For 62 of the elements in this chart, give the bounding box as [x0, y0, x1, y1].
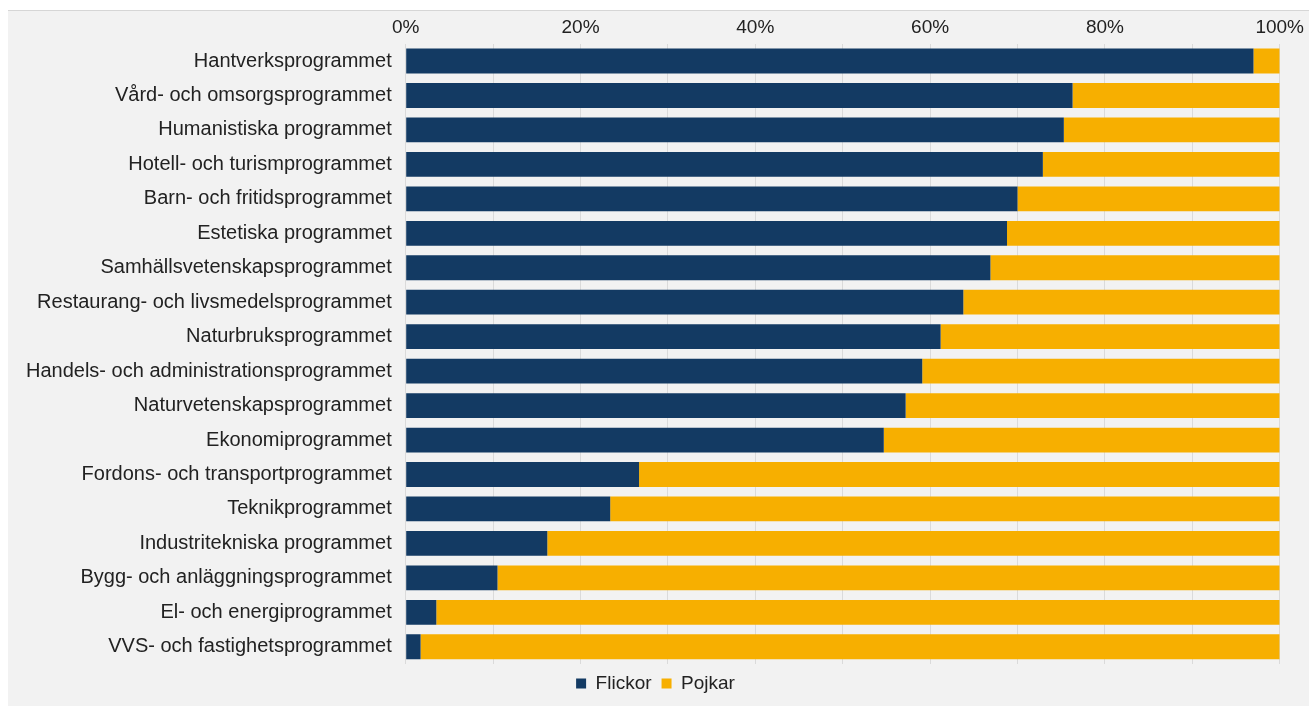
bar: [406, 186, 1018, 212]
legend-label: Flickor: [595, 671, 653, 693]
y-tick-label: Naturbruksprogrammet: [186, 324, 393, 347]
bar: [406, 496, 611, 522]
y-tick-label: Fordons- och transportprogrammet: [81, 462, 393, 485]
bar: [922, 358, 1280, 384]
bar: [406, 565, 498, 591]
bar: [1017, 186, 1280, 212]
bar: [1042, 151, 1280, 177]
y-tick-label: Bygg- och anläggningsprogrammet: [80, 565, 393, 588]
bar: [406, 220, 1008, 246]
bar: [963, 289, 1280, 315]
x-tick-label: 60%: [911, 15, 950, 37]
bar: [1007, 220, 1280, 246]
bar: [1063, 117, 1280, 143]
bar: [406, 48, 1254, 74]
y-tick-label: Samhällsvetenskapsprogrammet: [100, 255, 393, 278]
bar: [905, 393, 1280, 418]
y-tick-label: Teknikprogrammet: [227, 496, 393, 519]
bar: [406, 83, 1073, 108]
bar: [406, 324, 941, 350]
bar: [406, 531, 548, 556]
y-tick-label: Vård- och omsorgsprogrammet: [114, 83, 393, 105]
x-tick-label: 80%: [1085, 15, 1125, 37]
bar: [547, 531, 1280, 556]
y-tick-label: Industritekniska programmet: [139, 530, 393, 553]
bar: [639, 462, 1280, 487]
y-tick-label: Estetiska programmet: [197, 220, 393, 243]
bar: [436, 599, 1280, 625]
bar: [406, 255, 991, 281]
bar: [406, 427, 884, 453]
y-tick-label: Hantverksprogrammet: [193, 48, 393, 71]
y-tick-label: Humanistiska programmet: [158, 117, 393, 140]
bar: [610, 496, 1280, 522]
bar: [420, 634, 1280, 660]
y-tick-label: Ekonomiprogrammet: [206, 427, 393, 450]
bar: [406, 634, 421, 660]
bar: [406, 599, 437, 625]
bar: [406, 117, 1064, 143]
bar: [940, 324, 1280, 350]
bar: [497, 565, 1280, 591]
y-tick-label: Barn- och fritidsprogrammet: [143, 186, 393, 209]
bar: [883, 427, 1280, 453]
y-tick-label: VVS- och fastighetsprogrammet: [108, 634, 393, 657]
bar: [1072, 83, 1280, 108]
y-tick-label: El- och energiprogrammet: [160, 599, 393, 622]
x-tick-label: 100%: [1255, 15, 1305, 37]
bar: [990, 255, 1280, 281]
bar: [406, 151, 1043, 177]
bar: [406, 358, 923, 384]
y-tick-label: Hotell- och turismprogrammet: [128, 151, 393, 174]
bar: [406, 393, 906, 418]
y-tick-label: Naturvetenskapsprogrammet: [133, 393, 393, 416]
x-tick-label: 20%: [561, 15, 600, 37]
x-tick-label: 40%: [736, 15, 775, 37]
bar: [406, 289, 964, 315]
bar: [406, 462, 640, 487]
legend-label: Pojkar: [681, 671, 736, 693]
x-tick-label: 0%: [391, 15, 420, 37]
bar: [1253, 48, 1280, 74]
y-tick-label: Restaurang- och livsmedelsprogrammet: [37, 289, 393, 312]
y-tick-label: Handels- och administrationsprogrammet: [25, 358, 393, 381]
